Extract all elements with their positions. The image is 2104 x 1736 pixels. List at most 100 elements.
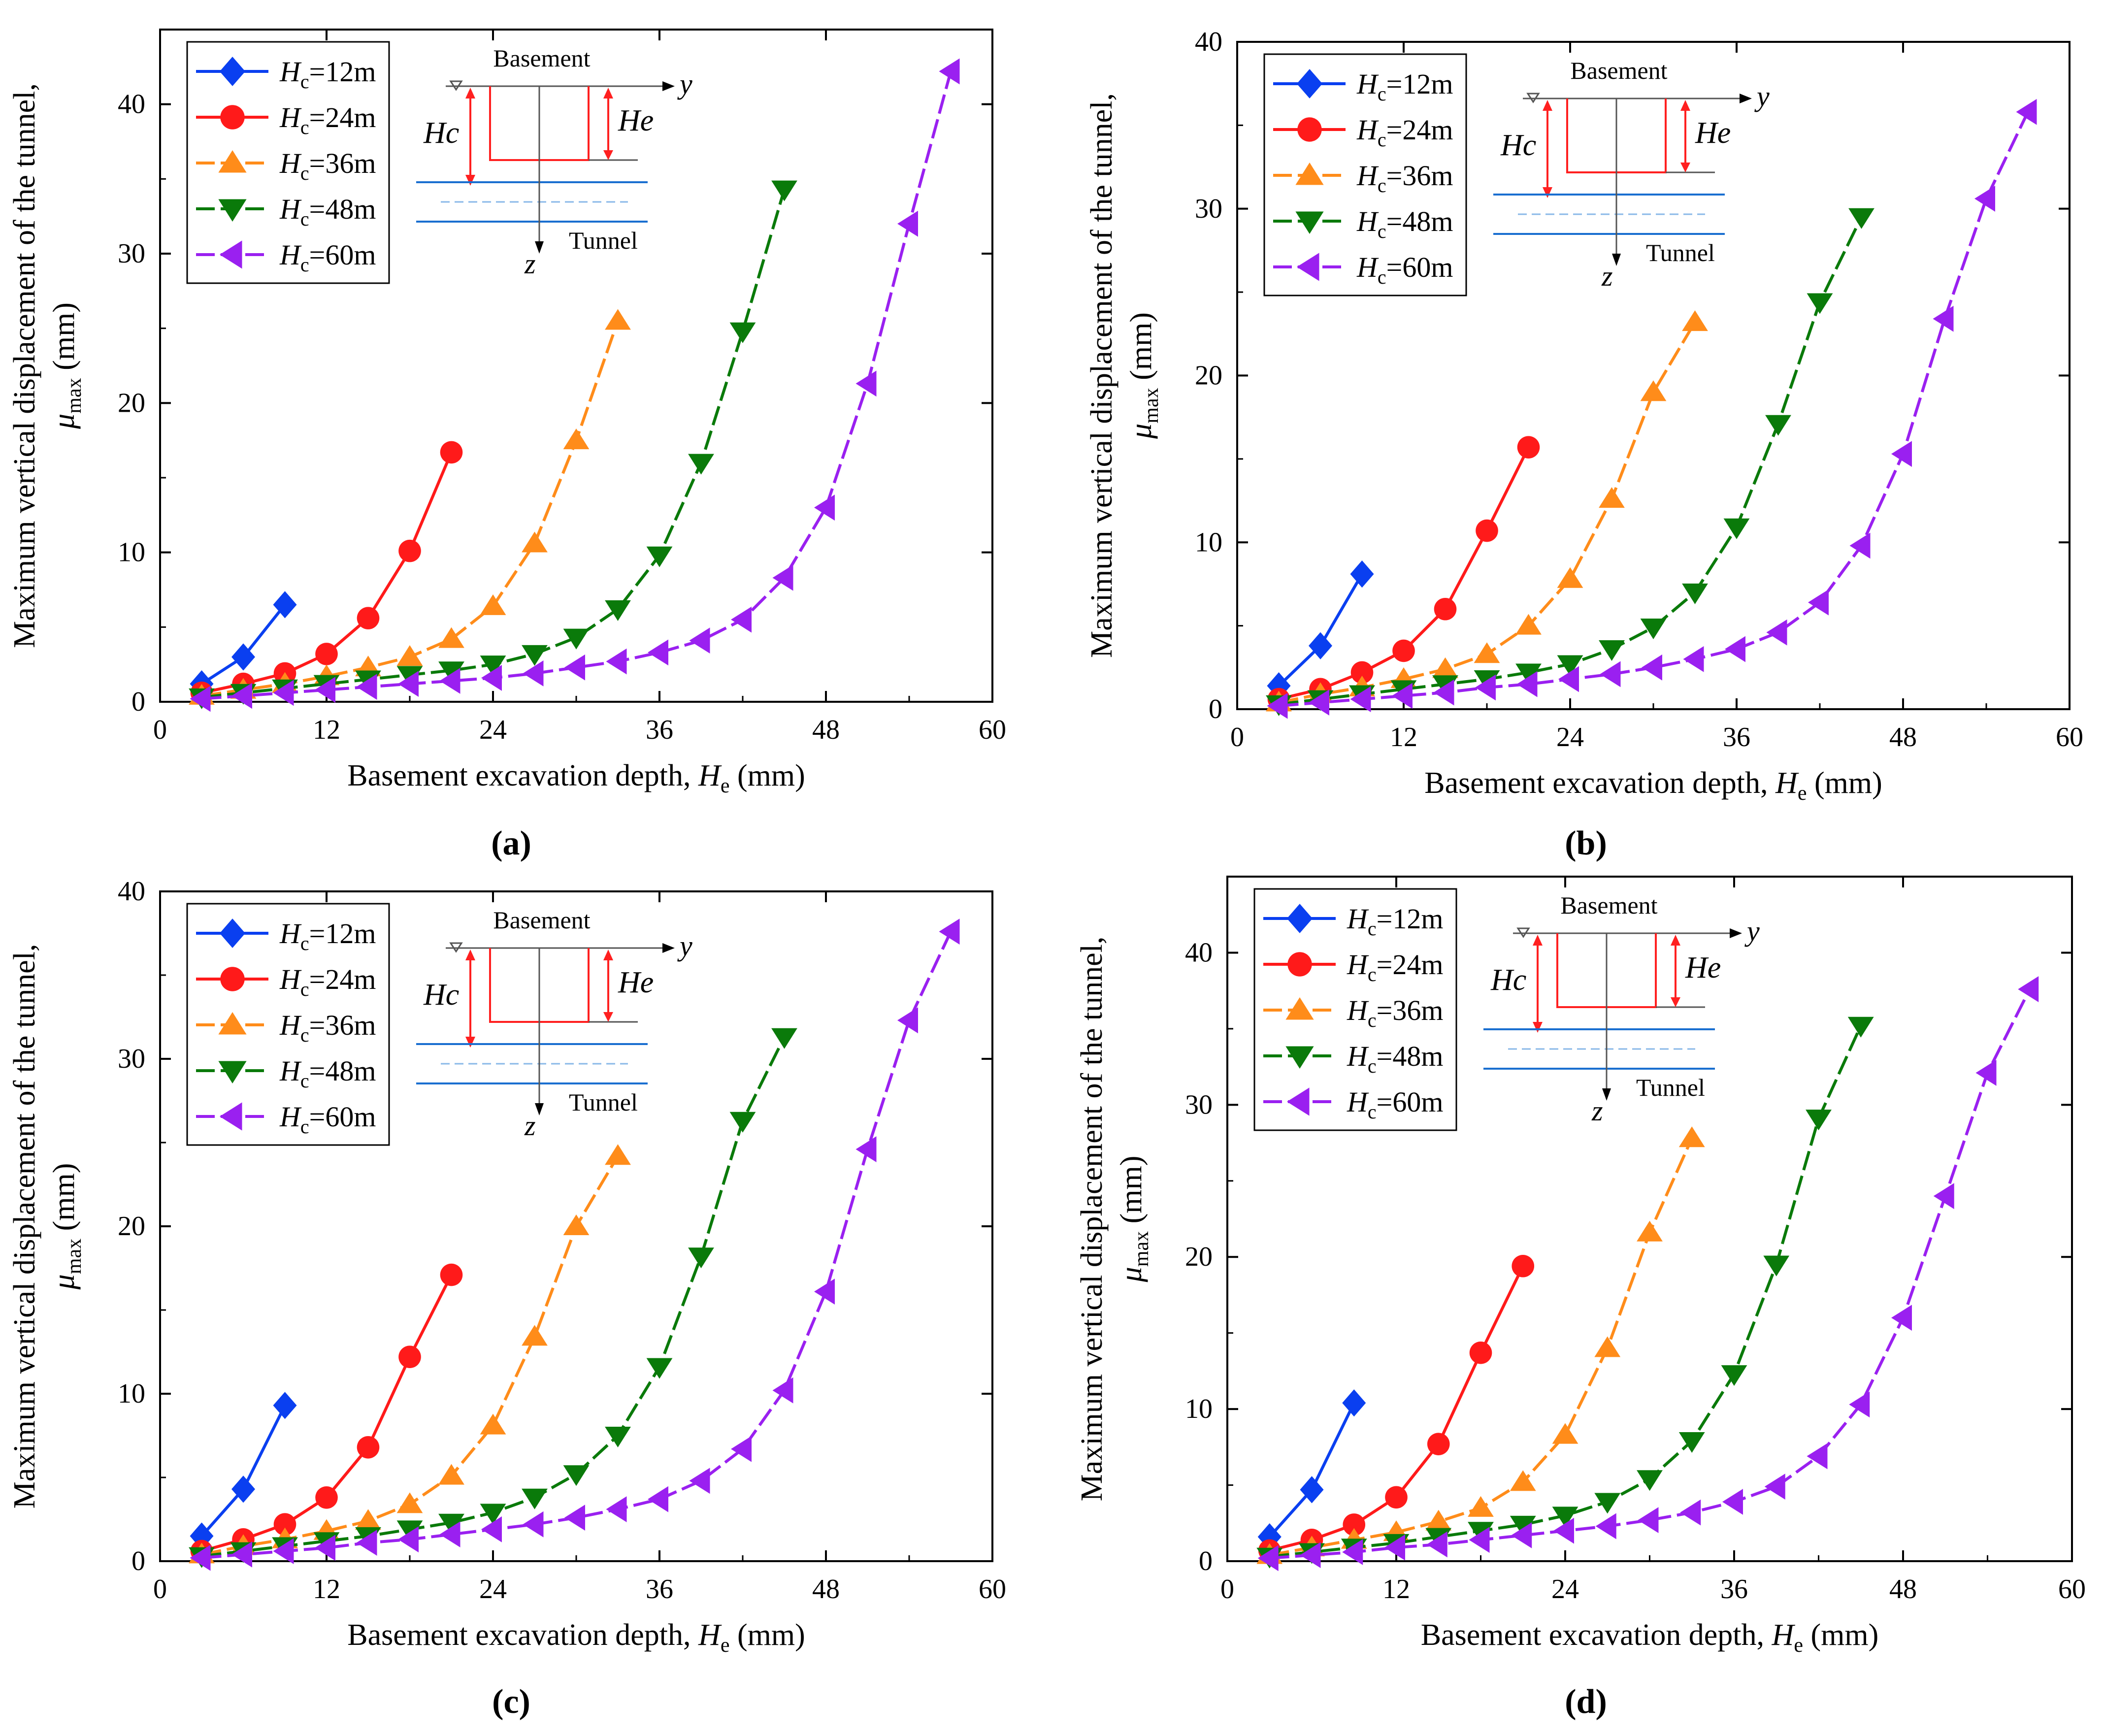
y-tick-label: 10: [1195, 527, 1222, 557]
series-line: [200, 1405, 287, 1537]
x-axis-label: Basement excavation depth, He (mm): [1424, 766, 1882, 805]
legend-label: Hc=12m: [279, 917, 376, 954]
data-point: [1637, 1470, 1663, 1491]
data-point: [1849, 532, 1871, 559]
x-tick-label: 24: [1556, 722, 1584, 753]
legend-marker: [218, 199, 247, 222]
data-point: [438, 661, 464, 683]
x-tick-label: 36: [1720, 1574, 1748, 1605]
data-point: [190, 686, 211, 712]
y-axis-label-line1: Maximum vertical displacement of the tun…: [1085, 93, 1118, 658]
data-point: [231, 683, 252, 709]
x-tick-label: 12: [313, 1574, 340, 1605]
data-point: [398, 1345, 421, 1368]
data-point: [1350, 560, 1374, 588]
schematic-y-arrow: [662, 943, 675, 953]
data-point: [315, 1486, 338, 1509]
data-point: [438, 1464, 464, 1485]
data-point: [481, 1516, 502, 1542]
data-point: [1806, 1110, 1832, 1131]
y-tick-label: 40: [1195, 27, 1222, 57]
legend-label: Hc=36m: [279, 147, 376, 184]
data-point: [523, 660, 544, 687]
schematic-hc-arrowheads: [1533, 935, 1543, 1033]
schematic-y-label: y: [677, 68, 692, 100]
data-point: [1849, 1391, 1870, 1418]
data-point: [1553, 1517, 1574, 1544]
data-point: [396, 1492, 423, 1513]
data-point: [1468, 1496, 1494, 1517]
data-point: [439, 1521, 460, 1547]
legend-item: Hc=36m: [196, 147, 376, 184]
data-point: [1517, 436, 1540, 459]
data-point: [1557, 655, 1583, 676]
legend-item: Hc=48m: [196, 193, 376, 230]
x-tick-label: 48: [1889, 722, 1917, 753]
legend-item: Hc=60m: [196, 239, 376, 276]
data-point: [648, 639, 668, 666]
x-tick-label: 24: [479, 715, 507, 745]
y-axis-label-line2: μmax (mm): [47, 302, 86, 429]
data-point: [563, 1214, 590, 1235]
legend-marker: [220, 105, 245, 130]
data-point: [1595, 1513, 1616, 1539]
data-point: [1848, 208, 1874, 229]
data-point: [1764, 1474, 1785, 1500]
schematic-he-label: He: [618, 966, 654, 999]
x-axis-label: Basement excavation depth, He (mm): [347, 1618, 805, 1657]
data-point: [1426, 1531, 1447, 1558]
legend-marker: [1287, 1087, 1310, 1116]
y-tick-label: 40: [118, 876, 145, 907]
y-tick-label: 0: [132, 1546, 145, 1576]
schematic-tunnel-label: Tunnel: [1646, 239, 1715, 266]
legend-marker: [220, 57, 245, 86]
series-line: [1268, 1402, 1355, 1538]
legend-item: Hc=60m: [1273, 251, 1453, 288]
data-point: [1552, 1423, 1578, 1444]
schematic-hc-arrowheads: [465, 950, 475, 1048]
data-point: [1552, 1507, 1578, 1528]
legend-item: Hc=24m: [196, 101, 376, 138]
x-tick-label: 24: [1551, 1574, 1579, 1605]
data-point: [1891, 1305, 1912, 1331]
legend-label: Hc=12m: [279, 56, 376, 93]
data-point: [356, 1530, 377, 1556]
legend-label: Hc=12m: [1356, 68, 1453, 105]
data-point: [1342, 1539, 1363, 1565]
legend-item: Hc=60m: [196, 1101, 376, 1138]
data-point: [231, 1541, 252, 1568]
legend-item: Hc=48m: [196, 1055, 376, 1092]
schematic-z-label: z: [524, 248, 536, 280]
data-point: [480, 594, 506, 615]
data-point: [2016, 98, 2037, 125]
data-point: [1765, 415, 1791, 436]
y-tick-label: 20: [1195, 360, 1222, 391]
x-axis-label: Basement excavation depth, He (mm): [347, 759, 805, 797]
data-point: [1974, 186, 1995, 212]
data-point: [273, 1538, 294, 1564]
data-point: [939, 918, 960, 945]
data-point: [1725, 636, 1745, 662]
panel-caption: (a): [491, 824, 531, 862]
data-point: [772, 564, 793, 591]
data-point: [563, 1465, 590, 1486]
data-point: [396, 666, 423, 687]
data-point: [563, 428, 590, 450]
x-tick-label: 36: [1723, 722, 1750, 753]
series-Hc-60m: [190, 918, 960, 1571]
data-point: [1267, 692, 1288, 719]
data-point: [855, 370, 877, 397]
data-point: [438, 627, 464, 648]
data-point: [1594, 1336, 1621, 1357]
data-point: [1392, 639, 1415, 662]
data-point: [605, 1427, 631, 1447]
data-point: [731, 1436, 752, 1462]
y-axis-label-line1: Maximum vertical displacement of the tun…: [1075, 937, 1109, 1502]
data-point: [1511, 1522, 1532, 1548]
x-tick-label: 48: [1889, 1574, 1917, 1605]
data-point: [897, 1007, 918, 1034]
data-point: [522, 1488, 548, 1509]
data-point: [563, 628, 590, 650]
x-tick-label: 24: [479, 1574, 507, 1605]
legend-label: Hc=60m: [279, 239, 376, 276]
